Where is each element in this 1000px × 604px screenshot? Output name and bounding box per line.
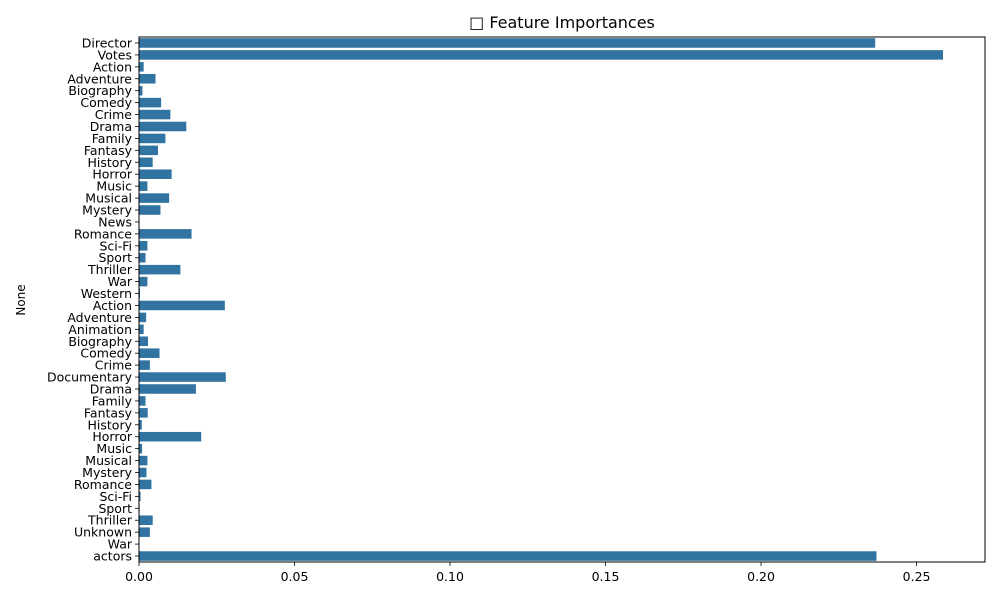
bar: [139, 384, 196, 394]
bar: [139, 468, 146, 478]
bar: [139, 551, 876, 561]
bar: [139, 360, 150, 370]
bar: [139, 301, 225, 311]
bar: [139, 253, 146, 263]
bars-group: [139, 38, 943, 561]
bar: [139, 372, 226, 382]
bar: [139, 241, 147, 251]
bar: [139, 146, 158, 156]
plot-frame: [139, 37, 985, 562]
bar: [139, 62, 144, 72]
bar: [139, 158, 153, 168]
y-axis-label: None: [14, 284, 28, 315]
chart-title: □ Feature Importances: [469, 13, 655, 32]
bar: [139, 313, 146, 323]
bar: [139, 110, 170, 120]
bar: [139, 229, 192, 239]
x-tick-label: 0.15: [592, 569, 620, 584]
bar: [139, 348, 160, 358]
bar: [139, 265, 180, 275]
bar: [139, 193, 169, 203]
y-ticks-group: DirectorVotesActionAdventureBiographyCom…: [47, 35, 139, 563]
bar: [139, 396, 146, 406]
bar: [139, 456, 147, 466]
x-ticks-group: 0.00 0.05 0.10 0.15 0.20 0.25: [125, 562, 930, 584]
bar: [139, 38, 875, 48]
bar: [139, 480, 151, 490]
bar: [139, 527, 150, 537]
x-tick-label: 0.25: [903, 569, 931, 584]
bar: [139, 432, 201, 442]
bar: [139, 277, 147, 287]
bar: [139, 515, 153, 525]
bar: [139, 408, 148, 418]
x-tick-label: 0.00: [125, 569, 153, 584]
x-tick-label: 0.05: [281, 569, 309, 584]
y-tick-label: actors: [93, 549, 132, 564]
bar: [139, 336, 148, 346]
bar: [139, 86, 142, 96]
bar: [139, 74, 155, 84]
bar: [139, 205, 160, 215]
bar: [139, 98, 161, 108]
bar: [139, 134, 165, 144]
bar: [139, 325, 144, 335]
bar: [139, 181, 147, 191]
bar: [139, 50, 943, 60]
bar: [139, 169, 172, 179]
x-tick-label: 0.10: [436, 569, 464, 584]
bar: [139, 122, 186, 132]
x-tick-label: 0.20: [747, 569, 775, 584]
